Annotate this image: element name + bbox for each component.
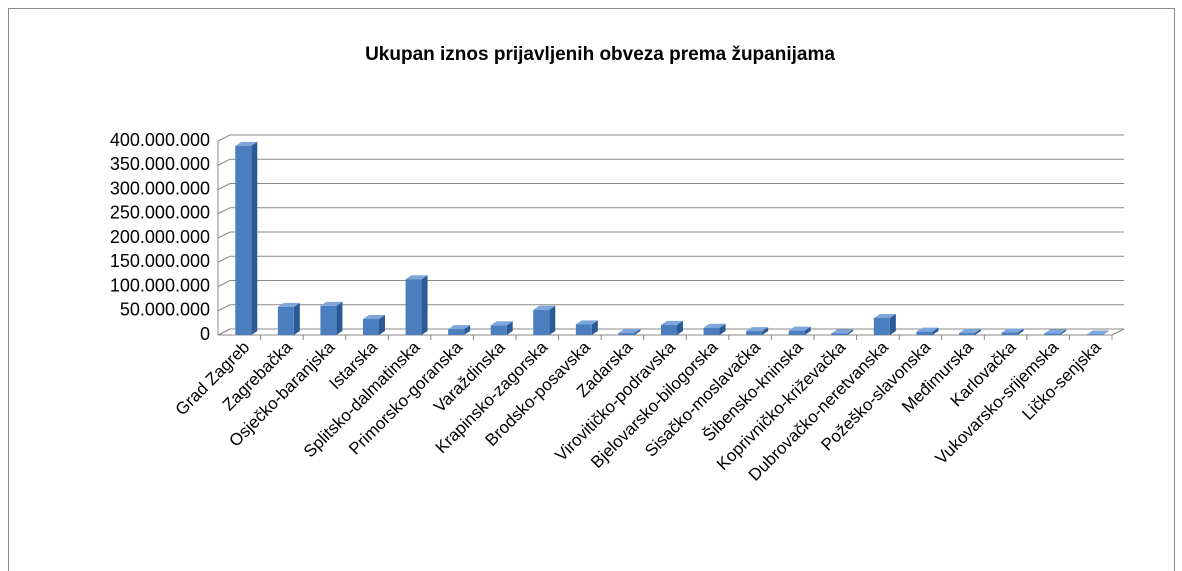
y-tick-label: 200.000.000: [110, 227, 210, 247]
bar: [703, 327, 720, 335]
bar: [490, 325, 507, 335]
bar-top: [1001, 328, 1024, 333]
bar-top: [1086, 330, 1109, 335]
bar-side: [591, 320, 598, 335]
y-tick-label: 400.000.000: [110, 130, 210, 150]
bar: [959, 333, 975, 335]
bar-top: [320, 301, 343, 306]
bar-top: [661, 320, 683, 325]
bar-top: [618, 329, 641, 334]
grid-line: [217, 183, 1124, 190]
bar-side: [677, 320, 683, 335]
bar: [746, 331, 763, 335]
bar-side: [932, 327, 939, 335]
y-tick-label: 100.000.000: [110, 275, 210, 295]
bar-top: [277, 302, 300, 307]
y-tick-label: 350.000.000: [110, 154, 210, 174]
y-tick-label: 50.000.000: [120, 300, 210, 320]
bar-top: [363, 314, 385, 319]
bar-top: [916, 327, 939, 332]
bar-side: [762, 327, 769, 335]
bar-side: [421, 275, 428, 335]
bar-top: [405, 275, 428, 280]
grid-line: [217, 231, 1124, 239]
bar: [831, 333, 848, 335]
bar-side: [464, 325, 471, 335]
bar-side: [847, 329, 854, 335]
bar-side: [1060, 329, 1067, 335]
bar-top: [788, 326, 811, 331]
bar-top: [448, 325, 471, 330]
bar-side: [804, 326, 811, 335]
chart-title: Ukupan iznos prijavljenih obveza prema ž…: [365, 44, 835, 65]
chart-frame: [8, 8, 1175, 571]
bar-top: [959, 329, 981, 334]
y-tick-label: 300.000.000: [110, 178, 210, 198]
grid-line: [217, 304, 1124, 312]
bar-side: [293, 302, 300, 335]
bar: [1044, 333, 1061, 335]
bar-side: [634, 329, 641, 335]
bar: [618, 333, 635, 335]
bar-side: [336, 301, 343, 335]
bar: [235, 145, 252, 335]
bar-top: [873, 314, 896, 319]
grid-line: [217, 255, 1124, 263]
y-tick-label: 150.000.000: [110, 251, 210, 271]
bar: [575, 324, 592, 335]
bar-top: [1044, 329, 1067, 334]
bar-side: [1017, 328, 1024, 335]
bar: [405, 279, 422, 335]
bar: [533, 309, 550, 335]
grid-line: [217, 328, 1124, 336]
y-tick-label: 250.000.000: [110, 203, 210, 223]
bar: [916, 331, 933, 335]
y-tick-label: 0: [200, 324, 210, 344]
bar-side: [506, 321, 513, 335]
bar: [1001, 332, 1018, 335]
bar-top: [235, 141, 258, 146]
bar: [363, 318, 379, 335]
bar-side: [379, 314, 385, 335]
grid-line: [217, 207, 1124, 215]
bar-side: [719, 323, 726, 335]
grid-line: [217, 158, 1124, 166]
grid-line: [217, 134, 1124, 142]
bar-side: [889, 314, 896, 335]
bar: [661, 324, 677, 335]
bar: [320, 305, 337, 335]
bar-side: [1102, 330, 1109, 335]
bar-side: [975, 329, 981, 335]
bar-top: [490, 321, 513, 326]
bar: [448, 329, 465, 335]
bar-top: [533, 305, 556, 310]
bar: [788, 330, 805, 335]
bar-side: [549, 305, 556, 335]
grid-line: [217, 280, 1124, 287]
bar: [873, 318, 890, 335]
bar-top: [703, 323, 726, 328]
bar-top: [575, 320, 598, 325]
bar-top: [746, 327, 769, 332]
bar: [277, 306, 294, 335]
bar-top: [831, 329, 854, 334]
bar-side: [251, 141, 258, 335]
